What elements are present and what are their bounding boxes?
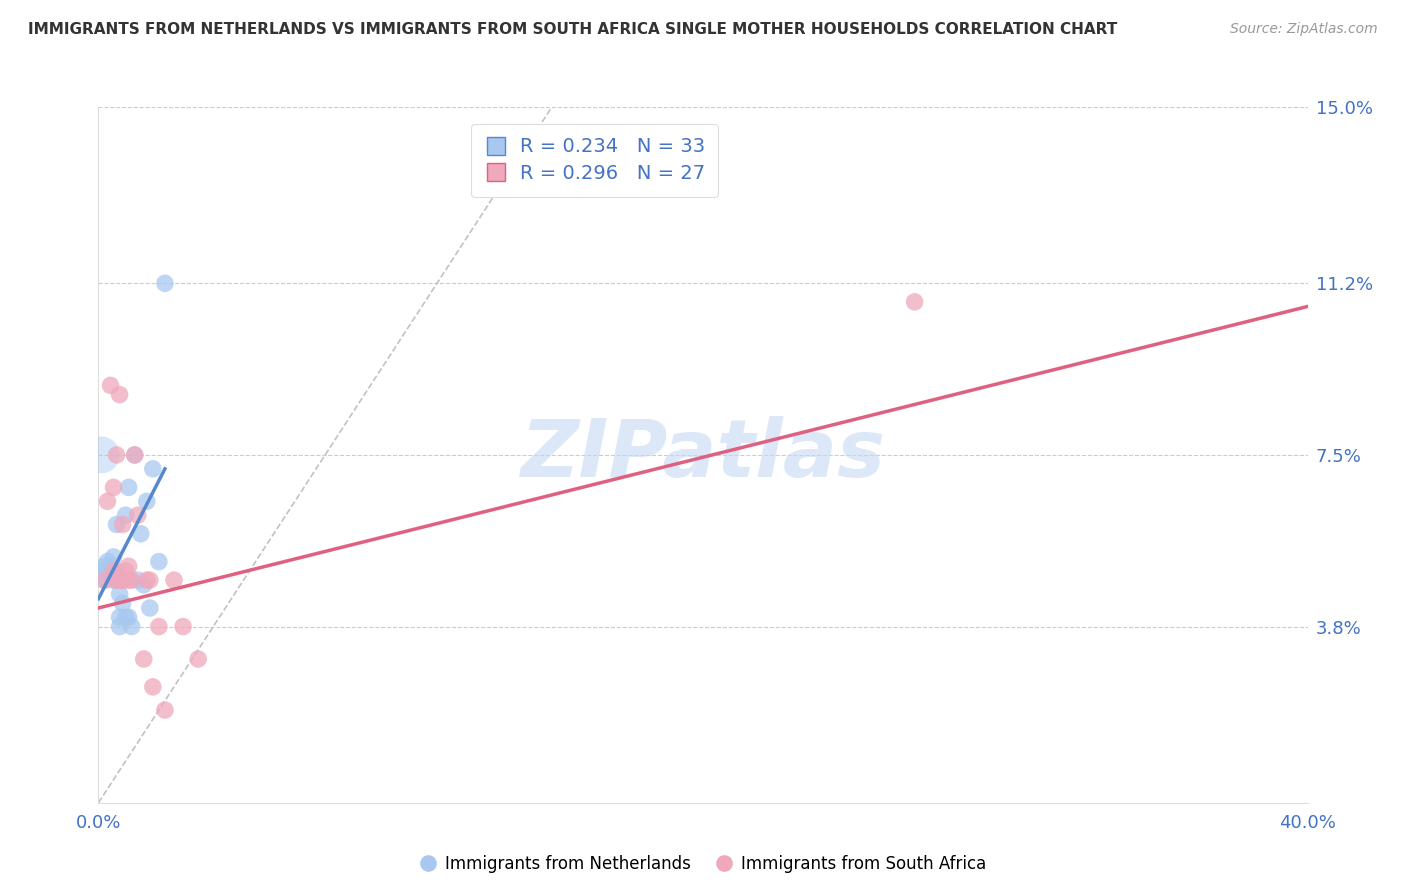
Point — [111, 596, 134, 610]
Point — [93, 559, 115, 574]
Point — [148, 619, 170, 633]
Point — [111, 573, 134, 587]
Point — [103, 480, 125, 494]
Legend: R = 0.234   N = 33, R = 0.296   N = 27: R = 0.234 N = 33, R = 0.296 N = 27 — [471, 124, 718, 197]
Point — [90, 448, 112, 462]
Point — [93, 573, 115, 587]
Point — [111, 517, 134, 532]
Text: IMMIGRANTS FROM NETHERLANDS VS IMMIGRANTS FROM SOUTH AFRICA SINGLE MOTHER HOUSEH: IMMIGRANTS FROM NETHERLANDS VS IMMIGRANT… — [28, 22, 1118, 37]
Point — [132, 578, 155, 592]
Point — [172, 619, 194, 633]
Point — [187, 652, 209, 666]
Point — [93, 573, 115, 587]
Point — [129, 526, 152, 541]
Point — [111, 573, 134, 587]
Point — [124, 448, 146, 462]
Point — [108, 573, 131, 587]
Point — [103, 564, 125, 578]
Point — [100, 568, 122, 582]
Point — [153, 277, 176, 291]
Point — [105, 564, 128, 578]
Point — [108, 610, 131, 624]
Point — [127, 508, 149, 523]
Point — [139, 573, 162, 587]
Point — [114, 610, 136, 624]
Point — [142, 680, 165, 694]
Point — [142, 462, 165, 476]
Point — [103, 564, 125, 578]
Point — [135, 494, 157, 508]
Point — [135, 573, 157, 587]
Point — [114, 564, 136, 578]
Point — [96, 555, 118, 569]
Point — [90, 564, 112, 578]
Text: Source: ZipAtlas.com: Source: ZipAtlas.com — [1230, 22, 1378, 37]
Point — [103, 549, 125, 564]
Point — [100, 378, 122, 392]
Point — [904, 294, 927, 309]
Point — [103, 573, 125, 587]
Point — [118, 573, 141, 587]
Legend: Immigrants from Netherlands, Immigrants from South Africa: Immigrants from Netherlands, Immigrants … — [413, 848, 993, 880]
Point — [100, 559, 122, 574]
Point — [132, 652, 155, 666]
Point — [108, 387, 131, 401]
Point — [127, 573, 149, 587]
Point — [108, 587, 131, 601]
Point — [118, 610, 141, 624]
Point — [148, 555, 170, 569]
Point — [124, 448, 146, 462]
Point — [105, 448, 128, 462]
Point — [118, 480, 141, 494]
Text: ZIPatlas: ZIPatlas — [520, 416, 886, 494]
Point — [121, 573, 143, 587]
Point — [105, 573, 128, 587]
Point — [121, 619, 143, 633]
Point — [96, 564, 118, 578]
Point — [105, 573, 128, 587]
Point — [118, 559, 141, 574]
Point — [108, 619, 131, 633]
Point — [96, 494, 118, 508]
Point — [153, 703, 176, 717]
Point — [114, 508, 136, 523]
Point — [139, 601, 162, 615]
Point — [105, 517, 128, 532]
Point — [163, 573, 186, 587]
